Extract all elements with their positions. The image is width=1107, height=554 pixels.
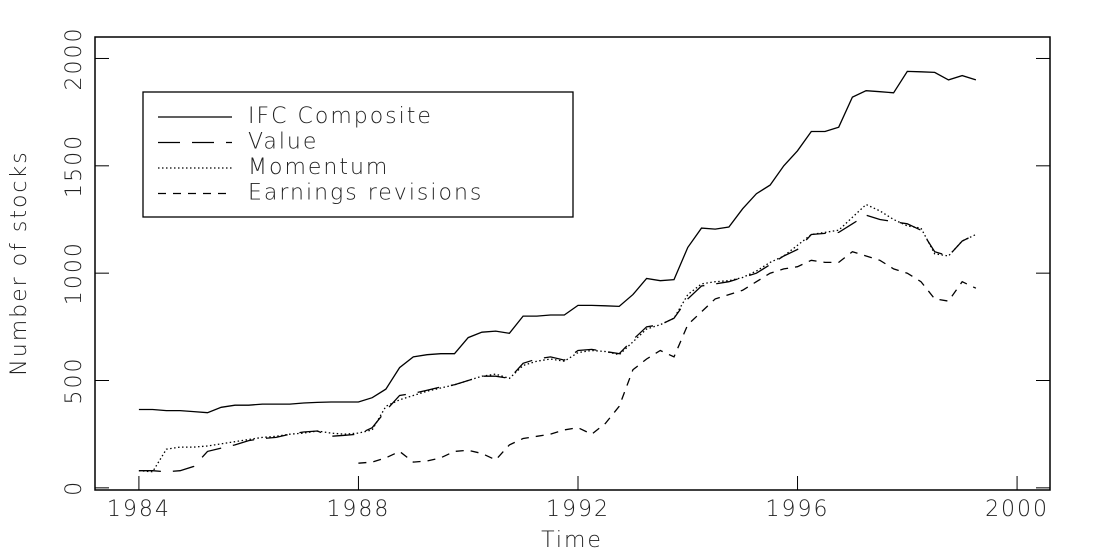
x-tick-label: 1992 [546, 497, 610, 522]
y-tick-label: 1000 [62, 241, 87, 305]
y-tick-label: 500 [62, 357, 87, 405]
legend-label: Value [248, 130, 318, 155]
legend-label: Momentum [248, 155, 389, 180]
x-tick-label: 1996 [766, 497, 830, 522]
x-tick-label: 1988 [326, 497, 390, 522]
x-tick-label: 2000 [985, 497, 1049, 522]
y-tick-label: 2000 [62, 26, 87, 90]
x-tick-label: 1984 [107, 497, 171, 522]
y-axis-label: Number of stocks [7, 150, 32, 375]
legend-label: IFC Composite [248, 104, 433, 129]
plot-frame [94, 36, 1051, 491]
legend-label: Earnings revisions [248, 181, 483, 206]
x-axis-label: Time [541, 528, 603, 553]
series-line [138, 70, 977, 414]
y-tick-label: 0 [62, 480, 87, 496]
series-line [138, 214, 977, 473]
legend-box [142, 91, 574, 218]
series-line [138, 203, 977, 473]
y-tick-label: 1500 [62, 134, 87, 198]
series-line [358, 250, 977, 464]
